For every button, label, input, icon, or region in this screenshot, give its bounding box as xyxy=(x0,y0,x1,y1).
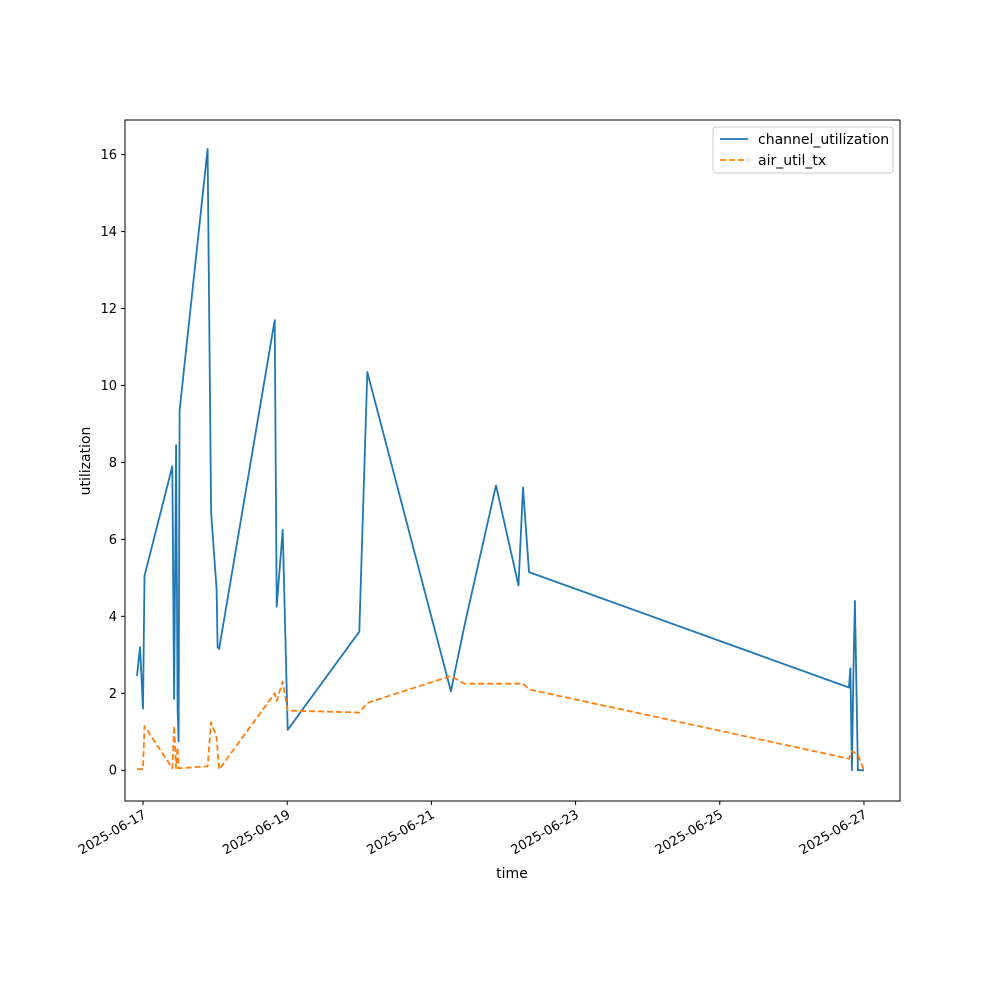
series-line-channel-utilization xyxy=(136,147,864,772)
y-tick-label: 6 xyxy=(109,533,117,548)
legend-box xyxy=(712,126,894,174)
y-tick-label: 8 xyxy=(109,456,117,471)
legend-label-air-util-tx: air_util_tx xyxy=(758,153,826,169)
legend: channel_utilization air_util_tx xyxy=(712,126,894,174)
x-axis-label: time xyxy=(496,866,528,882)
y-tick-label: 14 xyxy=(100,225,117,240)
plot-frame xyxy=(124,119,901,802)
y-tick-label: 0 xyxy=(109,764,117,779)
y-tick-label: 2 xyxy=(109,687,117,702)
y-axis-ticks: 0 2 4 6 8 10 12 14 16 xyxy=(100,148,125,779)
legend-label-channel-utilization: channel_utilization xyxy=(758,132,889,148)
y-tick-label: 4 xyxy=(109,610,117,625)
y-tick-label: 10 xyxy=(100,379,117,394)
y-tick-label: 12 xyxy=(100,302,117,317)
series-line-air-util-tx xyxy=(137,675,865,771)
plot-series xyxy=(136,147,865,772)
y-tick-label: 16 xyxy=(100,148,117,163)
y-axis-label: utilization xyxy=(78,427,94,496)
